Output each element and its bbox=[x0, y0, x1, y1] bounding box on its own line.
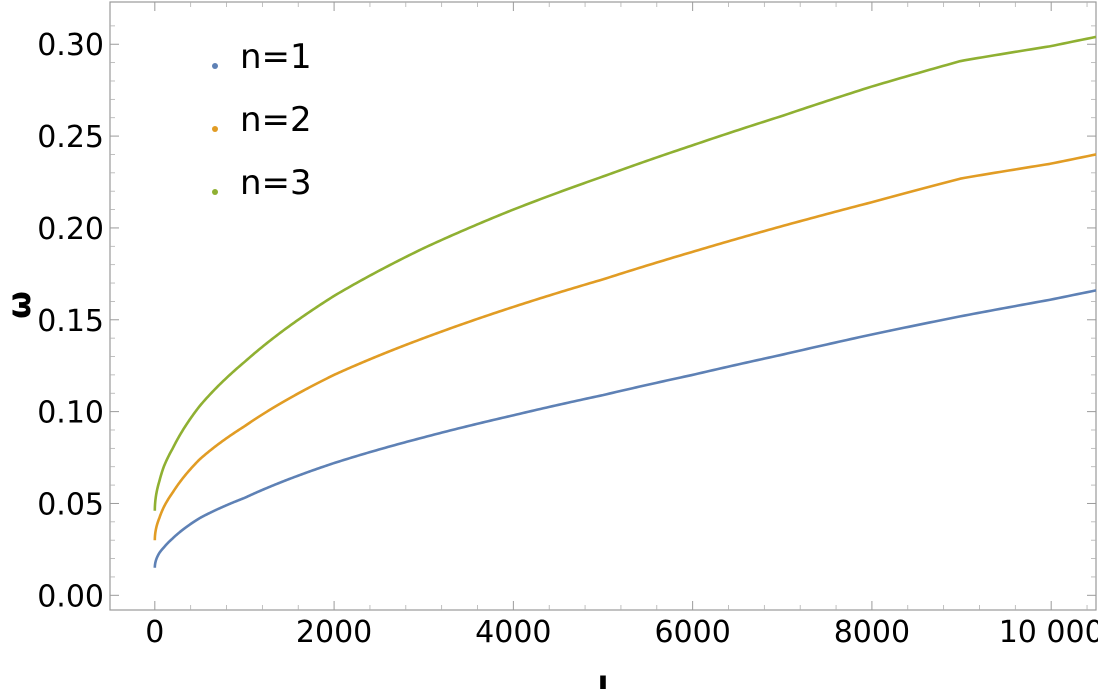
legend-label: n=2 bbox=[240, 100, 312, 140]
y-tick-label: 0.20 bbox=[37, 212, 104, 247]
x-tick-label: 10 000 bbox=[999, 615, 1098, 650]
series-line-n1 bbox=[153, 289, 1097, 569]
legend-marker bbox=[212, 126, 218, 132]
y-tick-label: 0.10 bbox=[37, 396, 104, 431]
y-tick-label: 0.30 bbox=[37, 28, 104, 63]
y-tick-label: 0.25 bbox=[37, 120, 104, 155]
legend: n=1 n=2 n=3 bbox=[212, 37, 312, 203]
y-tick-label: 0.15 bbox=[37, 304, 104, 339]
axis-ticks bbox=[110, 2, 1096, 610]
y-tick-label: 0.00 bbox=[37, 579, 104, 614]
x-tick-label: 8000 bbox=[834, 615, 910, 650]
x-tick-label: 2000 bbox=[296, 615, 372, 650]
legend-label: n=1 bbox=[240, 37, 312, 77]
x-axis-label: l bbox=[598, 670, 609, 689]
y-tick-label: 0.05 bbox=[37, 487, 104, 522]
tick-labels: 0 2000 4000 6000 8000 10 000 0.00 0.05 0.10 0.15 0… bbox=[37, 28, 1098, 650]
plot-frame bbox=[109, 1, 1097, 611]
series-line-n3 bbox=[153, 35, 1097, 512]
series-group bbox=[153, 35, 1097, 569]
legend-marker bbox=[212, 63, 218, 69]
x-tick-label: 4000 bbox=[475, 615, 551, 650]
legend-label: n=3 bbox=[240, 163, 312, 203]
x-tick-label: 6000 bbox=[654, 615, 730, 650]
y-axis-label: ω bbox=[0, 291, 38, 319]
x-tick-label: 0 bbox=[145, 615, 164, 650]
legend-marker bbox=[212, 189, 218, 195]
series-line-n2 bbox=[153, 153, 1097, 541]
